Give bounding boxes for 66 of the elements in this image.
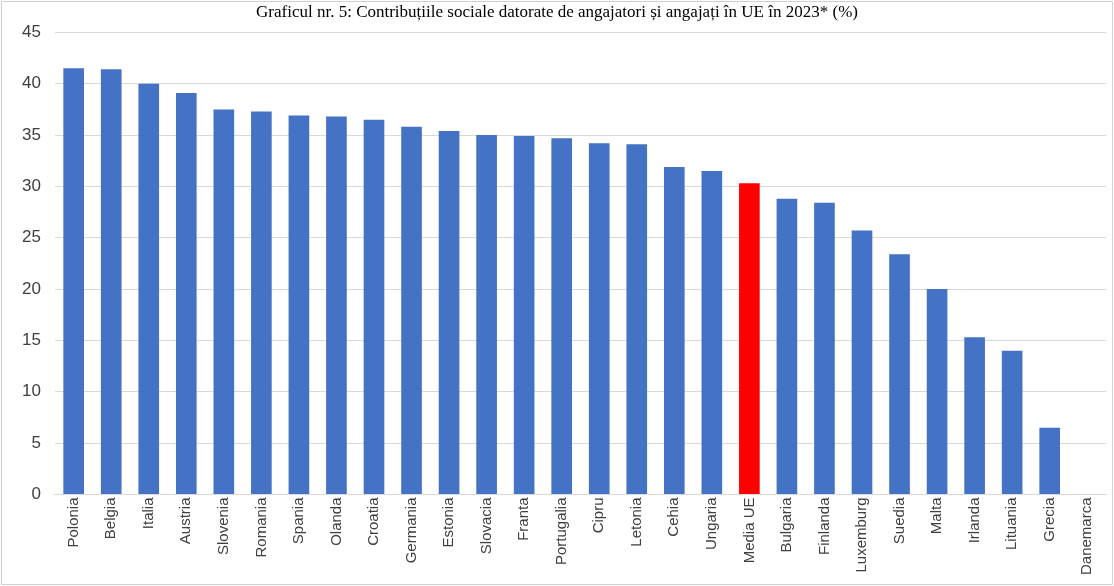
- x-tick-label: Irlanda: [964, 496, 982, 544]
- bar: [175, 92, 197, 494]
- x-tick-label: Media UE: [739, 497, 757, 564]
- y-tick-label: 25: [21, 227, 41, 247]
- x-tick-label: Letonia: [626, 496, 644, 547]
- x-tick-label: Bulgaria: [777, 496, 795, 553]
- bar: [326, 116, 347, 494]
- chart-title: Graficul nr. 5: Contribuțiile sociale datorate de angajatori și angajați în UE în 2023* (%): [256, 1, 858, 21]
- bar: [288, 115, 310, 494]
- bar: [63, 68, 84, 494]
- bar: [776, 198, 798, 494]
- x-tick-label: Slovacia: [476, 496, 494, 555]
- bar: [626, 144, 648, 494]
- x-tick-label: Slovenia: [213, 496, 231, 556]
- bar: [213, 109, 235, 494]
- y-tick-label: 40: [21, 73, 41, 93]
- x-tick-label: Ungaria: [701, 496, 719, 550]
- y-tick-label: 15: [21, 330, 41, 350]
- x-tick-label: Danemarca: [1077, 496, 1095, 576]
- y-tick-label: 20: [21, 278, 41, 298]
- bar: [964, 337, 985, 494]
- x-tick-label: Germania: [401, 496, 419, 564]
- y-tick-label: 0: [31, 484, 41, 504]
- bar: [926, 289, 948, 494]
- x-tick-label: Croatia: [364, 496, 382, 546]
- y-tick-label: 30: [21, 176, 41, 196]
- x-tick-label: Portugalia: [551, 496, 569, 566]
- bar: [739, 183, 760, 494]
- x-tick-label: Romania: [251, 496, 269, 558]
- bar: [363, 119, 385, 494]
- x-tick-label: Franta: [514, 496, 532, 541]
- bar: [138, 83, 160, 494]
- x-tick-label: Luxemburg: [852, 497, 870, 573]
- x-tick-label: Cipru: [589, 497, 607, 534]
- bar: [701, 171, 723, 494]
- x-tick-label: Spania: [289, 496, 307, 545]
- bar: [588, 143, 610, 494]
- x-tick-label: Grecia: [1039, 496, 1057, 542]
- bar: [251, 111, 272, 494]
- x-tick-label: Malta: [927, 496, 945, 535]
- x-tick-label: Cehia: [664, 496, 682, 537]
- y-tick-label: 45: [21, 22, 41, 42]
- bar: [100, 69, 122, 494]
- bar: [814, 202, 835, 494]
- x-tick-label: Polonia: [63, 496, 81, 548]
- x-tick-label: Lituania: [1002, 496, 1020, 551]
- bar: [476, 135, 497, 494]
- y-tick-label: 35: [21, 124, 41, 144]
- x-tick-label: Suedia: [889, 496, 907, 545]
- bar: [438, 130, 460, 494]
- y-tick-label: 5: [31, 432, 41, 452]
- x-tick-label: Olanda: [326, 496, 344, 546]
- x-tick-label: Austria: [176, 496, 194, 545]
- bar: [889, 254, 910, 494]
- bar: [851, 230, 873, 494]
- bar: [551, 138, 573, 494]
- x-tick-label: Finlanda: [814, 496, 832, 556]
- x-tick-label: Italia: [138, 496, 156, 530]
- bar: [1001, 350, 1023, 494]
- bar: [513, 136, 535, 494]
- x-tick-label: Estonia: [439, 496, 457, 548]
- bar: [663, 166, 685, 494]
- y-tick-label: 10: [21, 381, 41, 401]
- bar: [401, 126, 422, 494]
- x-tick-label: Belgia: [101, 496, 119, 540]
- bar: [1039, 427, 1061, 494]
